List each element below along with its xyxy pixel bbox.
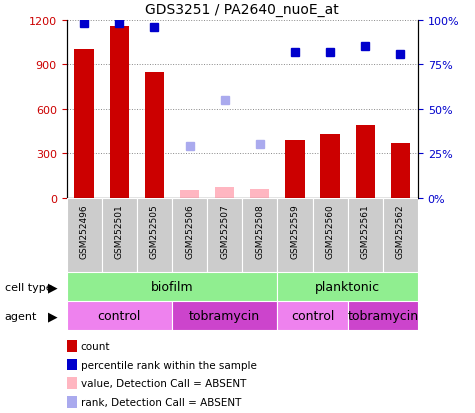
FancyBboxPatch shape [277, 273, 418, 301]
Text: value, Detection Call = ABSENT: value, Detection Call = ABSENT [81, 378, 246, 388]
FancyBboxPatch shape [242, 198, 277, 273]
Text: percentile rank within the sample: percentile rank within the sample [81, 360, 256, 370]
FancyBboxPatch shape [137, 198, 172, 273]
FancyBboxPatch shape [277, 301, 348, 330]
Text: GSM252507: GSM252507 [220, 204, 229, 259]
Text: GSM252501: GSM252501 [115, 204, 124, 259]
Text: control: control [97, 309, 141, 323]
Text: tobramycin: tobramycin [189, 309, 260, 323]
Text: GSM252559: GSM252559 [291, 204, 299, 259]
FancyBboxPatch shape [172, 301, 277, 330]
Text: cell type: cell type [5, 282, 52, 292]
Bar [356, 126, 375, 198]
Text: GSM252505: GSM252505 [150, 204, 159, 259]
FancyBboxPatch shape [102, 198, 137, 273]
Text: count: count [81, 341, 110, 351]
FancyBboxPatch shape [66, 198, 102, 273]
FancyBboxPatch shape [383, 198, 418, 273]
FancyBboxPatch shape [172, 198, 207, 273]
Bar [391, 143, 410, 198]
Bar [321, 135, 340, 198]
Text: GSM252508: GSM252508 [256, 204, 264, 259]
Text: control: control [291, 309, 334, 323]
Bar [145, 72, 164, 198]
Text: GSM252496: GSM252496 [80, 204, 88, 259]
FancyBboxPatch shape [207, 198, 242, 273]
Bar [215, 187, 234, 198]
Text: GSM252562: GSM252562 [396, 204, 405, 259]
FancyBboxPatch shape [277, 198, 313, 273]
Text: GSM252560: GSM252560 [326, 204, 334, 259]
FancyBboxPatch shape [348, 198, 383, 273]
Bar [285, 140, 304, 198]
Text: GSM252506: GSM252506 [185, 204, 194, 259]
Bar [180, 190, 199, 198]
Text: biofilm: biofilm [151, 280, 193, 294]
Bar [250, 189, 269, 198]
FancyBboxPatch shape [348, 301, 418, 330]
Text: tobramycin: tobramycin [347, 309, 418, 323]
Text: GSM252561: GSM252561 [361, 204, 370, 259]
Bar [75, 50, 94, 198]
Text: ▶: ▶ [48, 309, 57, 323]
FancyBboxPatch shape [66, 273, 277, 301]
FancyBboxPatch shape [313, 198, 348, 273]
Title: GDS3251 / PA2640_nuoE_at: GDS3251 / PA2640_nuoE_at [145, 3, 339, 17]
Bar [110, 26, 129, 198]
FancyBboxPatch shape [66, 301, 172, 330]
Text: rank, Detection Call = ABSENT: rank, Detection Call = ABSENT [81, 397, 241, 407]
Text: ▶: ▶ [48, 280, 57, 294]
Text: planktonic: planktonic [315, 280, 380, 294]
Text: agent: agent [5, 311, 37, 321]
